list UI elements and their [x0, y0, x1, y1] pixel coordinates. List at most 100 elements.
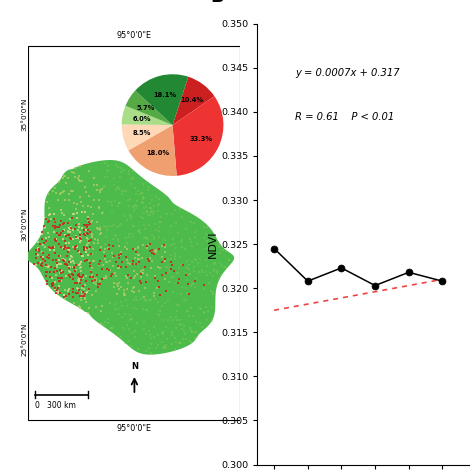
Point — [66, 234, 74, 242]
Point — [110, 182, 118, 189]
Point — [69, 271, 77, 278]
Point — [89, 273, 97, 281]
Point — [77, 235, 84, 243]
Point — [62, 273, 70, 280]
Point — [210, 273, 217, 280]
Point — [45, 251, 53, 259]
Point — [183, 276, 191, 284]
Point — [77, 276, 85, 283]
Point — [192, 328, 200, 336]
Point — [130, 202, 138, 210]
Point — [171, 334, 179, 342]
Point — [48, 274, 56, 282]
Point — [62, 239, 69, 246]
Point — [75, 248, 82, 256]
Point — [74, 285, 82, 293]
Point — [66, 268, 73, 276]
Point — [203, 237, 211, 245]
Point — [59, 210, 66, 217]
Point — [38, 228, 46, 236]
Point — [183, 307, 191, 314]
Point — [88, 271, 96, 279]
Point — [210, 234, 218, 242]
Point — [61, 245, 68, 253]
Point — [80, 292, 88, 300]
Point — [129, 222, 137, 230]
Point — [80, 221, 87, 229]
Point — [129, 168, 137, 175]
Point — [130, 206, 137, 214]
Point — [173, 316, 181, 323]
Point — [82, 289, 90, 297]
Point — [143, 207, 151, 215]
Point — [114, 164, 122, 171]
Point — [167, 222, 175, 229]
Point — [82, 289, 90, 297]
Point — [64, 245, 72, 253]
Point — [86, 167, 93, 175]
Point — [118, 248, 125, 255]
Point — [143, 278, 150, 286]
Point — [118, 298, 125, 306]
Point — [67, 224, 75, 232]
Point — [185, 312, 192, 320]
Point — [85, 286, 93, 293]
Point — [84, 236, 92, 244]
Point — [140, 293, 148, 301]
Point — [140, 214, 147, 222]
Point — [136, 228, 143, 235]
Point — [90, 197, 98, 204]
Point — [115, 199, 123, 207]
Point — [59, 244, 67, 251]
Point — [141, 284, 149, 292]
Point — [139, 241, 147, 249]
Point — [88, 203, 95, 211]
Point — [126, 260, 134, 268]
Point — [123, 302, 130, 310]
Point — [103, 265, 110, 273]
Point — [68, 236, 75, 243]
Point — [52, 218, 59, 226]
Point — [155, 310, 162, 318]
Point — [59, 228, 66, 235]
Point — [57, 261, 65, 268]
Point — [76, 276, 84, 283]
Point — [76, 304, 84, 311]
Point — [32, 246, 39, 254]
Point — [66, 215, 74, 222]
Point — [216, 242, 223, 249]
Point — [60, 257, 67, 265]
Point — [115, 280, 123, 287]
Point — [126, 233, 133, 241]
Point — [135, 251, 143, 259]
Point — [193, 333, 201, 341]
Point — [42, 235, 49, 242]
Point — [111, 269, 119, 277]
Point — [127, 180, 135, 187]
Point — [77, 236, 84, 244]
Point — [147, 340, 155, 347]
Point — [75, 173, 82, 180]
Point — [115, 251, 123, 259]
Point — [123, 256, 131, 264]
Point — [172, 253, 179, 260]
Point — [53, 261, 61, 269]
Point — [74, 272, 82, 279]
Point — [191, 283, 199, 291]
Point — [73, 221, 80, 229]
Point — [145, 297, 153, 304]
Point — [72, 235, 79, 242]
Point — [117, 164, 124, 172]
Point — [100, 248, 108, 255]
Point — [73, 205, 80, 212]
Point — [69, 254, 76, 261]
Point — [61, 256, 68, 264]
Point — [65, 263, 73, 271]
Point — [95, 260, 103, 268]
Point — [92, 303, 100, 310]
Point — [107, 257, 114, 265]
Point — [134, 245, 142, 252]
Point — [127, 176, 135, 183]
Point — [200, 285, 208, 293]
Point — [92, 275, 100, 283]
